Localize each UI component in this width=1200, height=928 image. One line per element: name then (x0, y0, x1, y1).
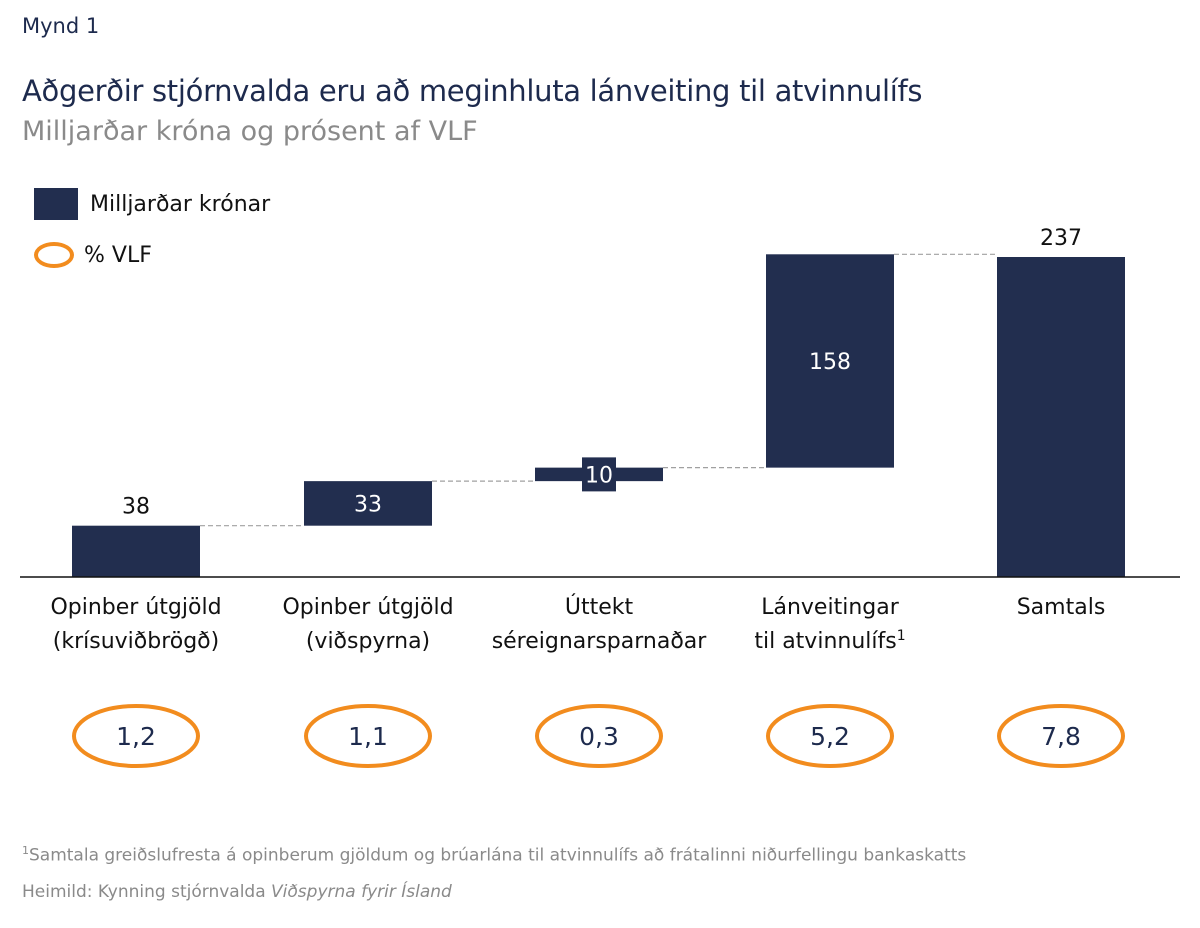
bar (304, 481, 432, 526)
vlf-value-label: 0,3 (579, 722, 619, 751)
bar (72, 525, 200, 577)
footnote-marker: 1 (897, 628, 906, 644)
vlf-value-label: 1,1 (348, 722, 388, 751)
category-label: Opinber útgjöld (50, 595, 221, 620)
source-note: Heimild: Kynning stjórnvalda Viðspyrna f… (22, 882, 452, 902)
category-label: Samtals (1017, 595, 1106, 620)
legend-label-ellipses: % VLF (84, 242, 152, 268)
vlf-value-label: 1,2 (116, 722, 156, 751)
category-label: Lánveitingar (761, 595, 899, 620)
vlf-ellipse (997, 704, 1125, 768)
category-label: Úttekt (565, 594, 634, 620)
bar (997, 257, 1125, 577)
vlf-value-label: 7,8 (1041, 722, 1081, 751)
category-label: (viðspyrna) (306, 629, 430, 654)
chart-subtitle: Milljarðar króna og prósent af VLF (22, 116, 478, 147)
bar-value-label: 38 (122, 495, 150, 520)
legend-swatch-ellipse (34, 242, 74, 268)
chart-title: Aðgerðir stjórnvalda eru að meginhluta l… (22, 74, 923, 108)
source-italic: Viðspyrna fyrir Ísland (271, 882, 452, 902)
category-label: Opinber útgjöld (282, 595, 453, 620)
vlf-ellipse (535, 704, 663, 768)
vlf-value-label: 5,2 (810, 722, 850, 751)
bar-value-label: 158 (809, 350, 851, 375)
figure-label: Mynd 1 (22, 14, 100, 38)
vlf-ellipse (304, 704, 432, 768)
legend-label-bars: Milljarðar krónar (90, 191, 271, 217)
bar (766, 254, 894, 468)
legend-item-bars: Milljarðar krónar (34, 188, 270, 220)
legend-item-ellipses: % VLF (34, 242, 152, 268)
bar-label-box (582, 457, 616, 492)
vlf-ellipse (72, 704, 200, 768)
category-label: (krísuviðbrögð) (53, 629, 219, 654)
bar-value-label: 33 (354, 492, 382, 517)
source-prefix: Heimild: Kynning stjórnvalda (22, 882, 272, 902)
footnote-text: Samtala greiðslufresta á opinberum gjöld… (29, 845, 967, 866)
vlf-ellipse (766, 704, 894, 768)
bar-value-label: 10 (585, 463, 613, 488)
legend-swatch-bar (34, 188, 78, 220)
category-label: séreignarsparnaðar (492, 629, 708, 654)
footnote-marker: 1 (22, 844, 29, 857)
bar-value-label: 237 (1040, 226, 1082, 251)
footnote: 1Samtala greiðslufresta á opinberum gjöl… (22, 844, 966, 866)
category-label: til atvinnulífs1 (754, 628, 905, 654)
